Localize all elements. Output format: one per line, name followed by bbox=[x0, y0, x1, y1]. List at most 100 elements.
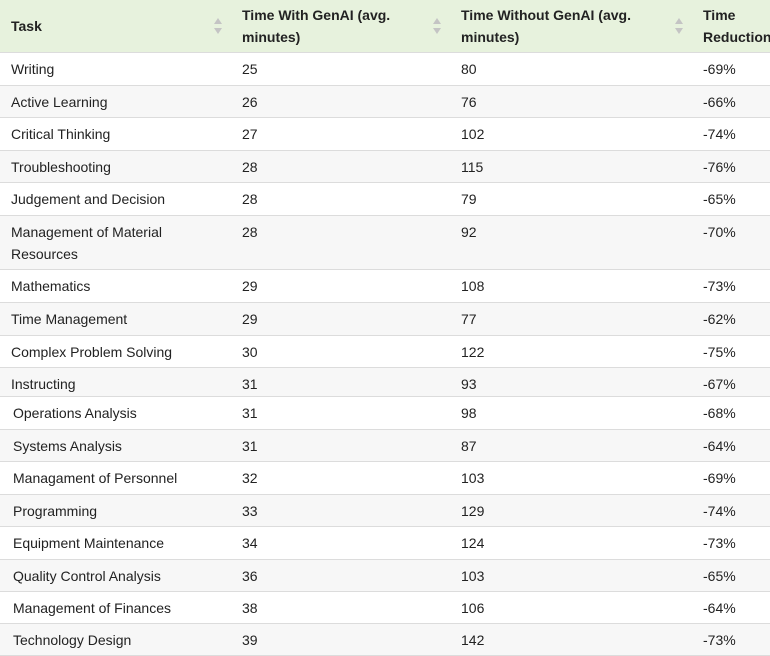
sort-icon[interactable] bbox=[675, 16, 683, 36]
table-cell: 98 bbox=[461, 405, 477, 421]
table-cell: 79 bbox=[461, 191, 477, 207]
table-cell: Critical Thinking bbox=[11, 126, 111, 142]
header-cell[interactable]: Time Without GenAI (avg. minutes) bbox=[450, 0, 692, 52]
table-cell: Instructing bbox=[11, 376, 76, 392]
table-cell: 106 bbox=[461, 600, 485, 616]
table-cell: -69% bbox=[703, 470, 736, 486]
table-cell: 29 bbox=[242, 311, 258, 327]
table-cell: 108 bbox=[461, 278, 485, 294]
table-cell: 129 bbox=[461, 503, 485, 519]
table-cell: -66% bbox=[703, 94, 736, 110]
table-cell: 142 bbox=[461, 632, 485, 648]
table-cell: Managament of Personnel bbox=[13, 470, 178, 486]
table-cell: 93 bbox=[461, 376, 477, 392]
table-cell: Technology Design bbox=[13, 632, 132, 648]
table-row: Management of Finances 38 106 -64% bbox=[0, 592, 770, 624]
table-cell: Systems Analysis bbox=[13, 438, 122, 454]
table-cell: -75% bbox=[703, 344, 736, 360]
table-cell: Mathematics bbox=[11, 278, 91, 294]
table-cell: Management of Finances bbox=[13, 600, 171, 616]
table-cell: -74% bbox=[703, 126, 736, 142]
table-cell: 77 bbox=[461, 311, 477, 327]
table-cell: 31 bbox=[242, 405, 258, 421]
table-cell: 115 bbox=[461, 159, 484, 175]
table-cell: 87 bbox=[461, 438, 477, 454]
table-cell: -73% bbox=[703, 278, 736, 294]
table-cell: 30 bbox=[242, 344, 258, 360]
table-row: Instructing 31 93 -67% bbox=[0, 368, 770, 397]
table-row: Judgement and Decision Making 28 79 -65% bbox=[0, 183, 770, 229]
table-cell: 80 bbox=[461, 61, 477, 77]
table-cell: 122 bbox=[461, 344, 485, 360]
table-cell: -65% bbox=[703, 568, 736, 584]
table-cell: 124 bbox=[461, 535, 485, 551]
table-cell: 31 bbox=[242, 438, 258, 454]
table-cell: Active Learning bbox=[11, 94, 108, 110]
table-cell: 103 bbox=[461, 470, 485, 486]
table-cell: Operations Analysis bbox=[13, 405, 137, 421]
table-cell: -74% bbox=[703, 503, 736, 519]
table-cell: 33 bbox=[242, 503, 258, 519]
header-cell[interactable]: Time With GenAI (avg. minutes) bbox=[231, 0, 450, 52]
table-row: Mathematics 29 108 -73% bbox=[0, 270, 770, 303]
table-cell: Management of Material Resources bbox=[11, 224, 162, 262]
table-cell: 26 bbox=[242, 94, 258, 110]
table-cell: Quality Control Analysis bbox=[13, 568, 161, 584]
table-row: Operations Analysis 31 98 -68% bbox=[0, 397, 770, 430]
table-cell: -73% bbox=[703, 632, 736, 648]
header-cell[interactable]: Time Reduction bbox=[692, 0, 770, 52]
table-row: Managament of Personnel 32 103 -69% bbox=[0, 462, 770, 495]
table-cell: 25 bbox=[242, 61, 258, 77]
table-row: Writing 25 80 -69% bbox=[0, 53, 770, 86]
table-cell: 27 bbox=[242, 126, 258, 142]
table-cell: 38 bbox=[242, 600, 258, 616]
table-cell: -64% bbox=[703, 438, 736, 454]
header-label: Task bbox=[11, 18, 42, 34]
table-cell: 102 bbox=[461, 126, 485, 142]
table-cell: 28 bbox=[242, 224, 258, 240]
header-cell[interactable]: Task bbox=[0, 0, 231, 52]
table-cell: 28 bbox=[242, 191, 258, 207]
table-row: Equipment Maintenance 34 124 -73% bbox=[0, 527, 770, 560]
table-cell: 28 bbox=[242, 159, 258, 175]
table-cell: -70% bbox=[703, 224, 736, 240]
header-row: Task Time With GenAI (avg. minutes) Time W… bbox=[0, 0, 770, 53]
table-cell: -67% bbox=[703, 376, 736, 392]
table-cell: 31 bbox=[242, 376, 258, 392]
table-row: Quality Control Analysis 36 103 -65% bbox=[0, 560, 770, 592]
table-row: Complex Problem Solving 30 122 -75% bbox=[0, 336, 770, 368]
table-row: Systems Analysis 31 87 -64% bbox=[0, 430, 770, 462]
table-cell: 34 bbox=[242, 535, 258, 551]
table-cell: -64% bbox=[703, 600, 736, 616]
header-label: Time Reduction bbox=[703, 7, 770, 45]
header-label: Time With GenAI (avg. minutes) bbox=[242, 7, 391, 45]
table-cell: 39 bbox=[242, 632, 258, 648]
table-cell: 36 bbox=[242, 568, 258, 584]
table-cell: -68% bbox=[703, 405, 736, 421]
table-cell: Judgement and Decision Making bbox=[11, 191, 166, 229]
table-cell: -69% bbox=[703, 61, 736, 77]
table-row: Technology Design 39 142 -73% bbox=[0, 624, 770, 656]
sort-icon[interactable] bbox=[433, 16, 441, 36]
table-cell: Equipment Maintenance bbox=[13, 535, 164, 551]
table-row: Time Management 29 77 -62% bbox=[0, 303, 770, 336]
table-cell: Writing bbox=[11, 61, 55, 77]
table-cell: Troubleshooting bbox=[11, 159, 111, 175]
sort-icon[interactable] bbox=[214, 16, 222, 36]
table-cell: Complex Problem Solving bbox=[11, 344, 173, 360]
table-cell: 32 bbox=[242, 470, 258, 486]
table-row: Active Learning 26 76 -66% bbox=[0, 86, 770, 118]
table-cell: -76% bbox=[703, 159, 736, 175]
table-row: Critical Thinking 27 102 -74% bbox=[0, 118, 770, 151]
table-cell: Time Management bbox=[11, 311, 128, 327]
table-cell: -73% bbox=[703, 535, 736, 551]
table-row: Troubleshooting 28 115 -76% bbox=[0, 151, 770, 183]
table-cell: -65% bbox=[703, 191, 736, 207]
header-label: Time Without GenAI (avg. minutes) bbox=[461, 7, 631, 45]
table-cell: 92 bbox=[461, 224, 477, 240]
table-cell: 103 bbox=[461, 568, 485, 584]
table-cell: 29 bbox=[242, 278, 258, 294]
table-cell: Programming bbox=[13, 503, 98, 519]
table-row: Programming 33 129 -74% bbox=[0, 495, 770, 527]
